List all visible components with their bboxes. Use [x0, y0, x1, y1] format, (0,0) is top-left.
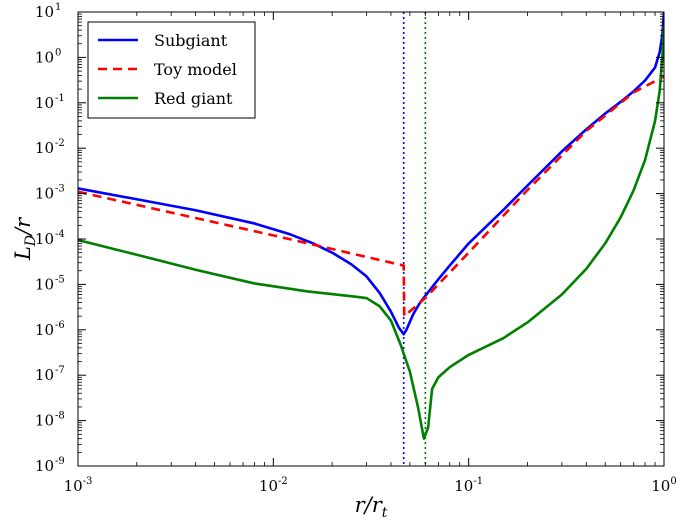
- y-tick-exponent: -9: [55, 456, 65, 467]
- x-tick-label: 100: [651, 476, 676, 495]
- y-tick-exponent: -8: [55, 411, 65, 422]
- x-tick-label: 10-2: [259, 476, 288, 495]
- y-tick-label: 10: [35, 275, 54, 293]
- series-line-toy-model: [78, 75, 664, 318]
- y-tick-exponent: -3: [55, 184, 65, 195]
- series-line-red-giant: [78, 25, 664, 440]
- y-tick-label: 10: [35, 3, 54, 21]
- y-tick-exponent: 0: [55, 47, 61, 58]
- y-tick-exponent: -4: [55, 229, 65, 240]
- x-tick-label: 10-3: [64, 476, 93, 495]
- y-tick-label: 10: [35, 139, 54, 157]
- y-tick-exponent: -1: [55, 93, 65, 104]
- y-tick-label: 10: [35, 412, 54, 430]
- y-tick-label: 10: [35, 457, 54, 475]
- legend-label: Toy model: [154, 60, 237, 79]
- y-tick-exponent: -5: [55, 274, 65, 285]
- y-tick-label: 10: [35, 230, 54, 248]
- y-tick-label: 10: [35, 366, 54, 384]
- y-tick-exponent: 1: [55, 2, 61, 13]
- y-tick-label: 10: [35, 321, 54, 339]
- legend: Subgiant Toy model Red giant: [87, 21, 256, 119]
- y-tick-exponent: -6: [55, 320, 65, 331]
- y-tick-exponent: -7: [55, 365, 65, 376]
- y-axis-label: LD/r: [11, 216, 39, 261]
- y-tick-label: 10: [35, 48, 54, 66]
- y-tick-label: 10: [35, 185, 54, 203]
- y-tick-label: 10: [35, 94, 54, 112]
- y-tick-exponent: -2: [55, 138, 65, 149]
- x-axis-label: r/rt: [355, 493, 388, 521]
- x-tick-label: 10-1: [454, 476, 483, 495]
- legend-label: Subgiant: [154, 31, 228, 50]
- legend-label: Red giant: [154, 89, 233, 108]
